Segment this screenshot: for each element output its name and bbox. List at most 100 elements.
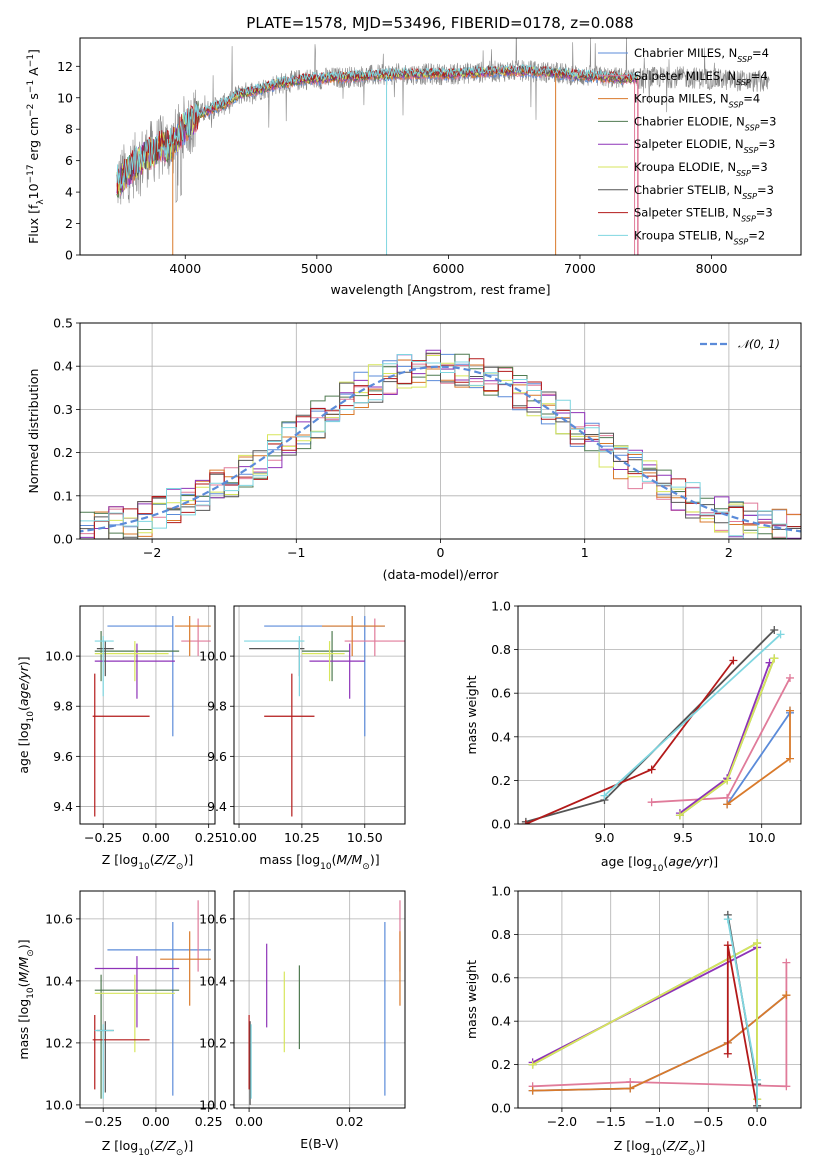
- y-tick-label: 0.4: [491, 1014, 511, 1029]
- label-part: 10: [138, 1148, 150, 1158]
- label-part: Z/Z: [154, 852, 177, 867]
- label-part: 10: [26, 183, 41, 199]
- label-part: Z/Z: [154, 1138, 177, 1153]
- legend-tail: =3: [760, 114, 777, 128]
- label-part: (: [150, 852, 155, 867]
- label-part: Z [log: [102, 1138, 138, 1153]
- legend-entry: Salpeter STELIB, NSSP=3: [634, 206, 773, 224]
- label-part: −1: [26, 80, 36, 93]
- weight-marker: [785, 673, 794, 682]
- label-part: 10: [138, 862, 150, 872]
- y-axis-label: Flux [fλ10−17 erg cm−2 s−1 A−1]: [26, 49, 46, 244]
- weight-marker: [528, 1060, 537, 1069]
- y-tick-label: 0.4: [491, 729, 511, 744]
- label-part: ]: [26, 49, 41, 54]
- y-tick-label: 0.6: [491, 686, 511, 701]
- x-tick-label: 0.00: [142, 1114, 170, 1129]
- x-axis-label: Z [log10(Z/Z⊙)]: [614, 1138, 705, 1158]
- label-part: )]: [695, 1138, 705, 1153]
- x-axis-label: Z [log10(Z/Z⊙)]: [102, 1138, 193, 1158]
- label-part: age/yr: [668, 854, 709, 869]
- label-part: s: [26, 93, 41, 104]
- x-tick-label: −1.0: [644, 1114, 674, 1129]
- y-tick-label: 2: [65, 216, 73, 231]
- x-tick-label: 0.02: [336, 1114, 364, 1129]
- y-tick-label: 10.2: [199, 1035, 227, 1050]
- label-part: mass [log: [259, 852, 320, 867]
- x-tick-label: 0: [437, 545, 445, 560]
- figure-title: PLATE=1578, MJD=53496, FIBERID=0178, z=0…: [246, 14, 633, 32]
- label-part: mass [log: [16, 999, 31, 1060]
- legend-text: Salpeter MILES, N: [634, 69, 736, 83]
- legend-tail: =4: [751, 69, 768, 83]
- label-part: age/yr: [16, 665, 31, 706]
- x-tick-label: 8000: [696, 261, 728, 276]
- x-tick-label: 10.50: [347, 830, 383, 845]
- label-part: ⊙: [26, 949, 36, 957]
- y-tick-label: 10.2: [45, 1035, 73, 1050]
- legend-tail: =3: [756, 206, 773, 220]
- label-part: )]: [370, 852, 380, 867]
- x-tick-label: 4000: [169, 261, 201, 276]
- x-axis-label: wavelength [Angstrom, rest frame]: [330, 282, 550, 297]
- y-tick-label: 0.3: [53, 402, 73, 417]
- y-tick-label: 1.0: [491, 884, 511, 899]
- label-part: Z [log: [614, 1138, 650, 1153]
- age_vs_mass-plot-area: [244, 616, 405, 817]
- legend-entry: Salpeter MILES, NSSP=4: [634, 69, 768, 87]
- axes-frame: [79, 890, 216, 1109]
- legend-entry: Chabrier MILES, NSSP=4: [634, 46, 769, 64]
- y-axis-label: Normed distribution: [26, 369, 41, 494]
- legend-entry: Kroupa MILES, NSSP=4: [634, 92, 760, 110]
- legend-tail: =3: [751, 160, 768, 174]
- legend-tail: =4: [752, 46, 769, 60]
- model-spectrum-8: [116, 63, 639, 189]
- axes-frame: [79, 37, 802, 256]
- legend-text: Kroupa ELODIE, N: [634, 160, 736, 174]
- label-part: 10: [26, 711, 36, 723]
- x-tick-label: 5000: [301, 261, 333, 276]
- y-tick-label: 9.8: [207, 699, 227, 714]
- label-part: 10: [26, 987, 36, 999]
- legend-tail: =3: [757, 183, 774, 197]
- x-axis-label: mass [log10(M/M⊙)]: [259, 852, 379, 872]
- x-tick-label: −0.25: [84, 830, 122, 845]
- y-tick-label: 9.4: [207, 799, 227, 814]
- weight-marker: [782, 1082, 791, 1091]
- y-tick-label: 10.4: [45, 973, 73, 988]
- weight-marker: [785, 754, 794, 763]
- weight-marker: [729, 656, 738, 665]
- y-tick-label: 9.6: [53, 749, 73, 764]
- x-tick-label: −1.5: [596, 1114, 626, 1129]
- x-tick-label: 9.5: [673, 830, 693, 845]
- weight-marker: [785, 706, 794, 715]
- legend-text: Kroupa MILES, N: [634, 92, 729, 106]
- residual_histogram-plot-area: [80, 349, 801, 539]
- legend-text: Chabrier STELIB, N: [634, 183, 742, 197]
- label-part: (: [332, 852, 337, 867]
- legend-tail: =3: [758, 137, 775, 151]
- label-part: age [log: [16, 722, 31, 773]
- weight-series-6: [525, 629, 775, 823]
- weight-marker: [647, 798, 656, 807]
- weight-marker: [770, 654, 779, 663]
- weight-marker: [528, 1086, 537, 1095]
- weight-marker: [723, 915, 732, 924]
- legend-sub: SSP: [741, 214, 756, 223]
- x-tick-label: −2.0: [547, 1114, 577, 1129]
- y-axis-label: age [log10(age/yr)]: [16, 656, 36, 773]
- label-part: erg cm: [26, 117, 41, 165]
- label-part: Flux [f: [26, 204, 41, 244]
- weight-marker: [647, 765, 656, 774]
- label-part: (: [662, 1138, 667, 1153]
- label-part: (: [150, 1138, 155, 1153]
- label-part: )]: [16, 656, 31, 666]
- legend-text: Salpeter STELIB, N: [634, 206, 741, 220]
- y-tick-label: 0.4: [53, 359, 73, 374]
- legend-sub: SSP: [736, 169, 751, 178]
- model-spectrum-1: [116, 68, 639, 197]
- y-tick-label: 0.5: [53, 316, 73, 331]
- weight_vs_age-plot-area: [521, 625, 794, 824]
- weight-series-4: [532, 946, 758, 1064]
